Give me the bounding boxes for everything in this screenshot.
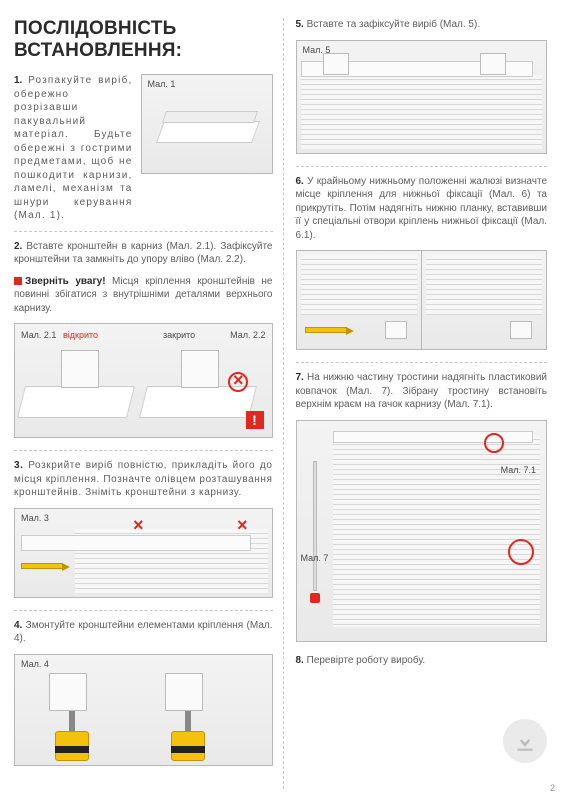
step-1-text: Розпакуйте виріб, обережно розрізавши па… (14, 75, 133, 221)
step-8-num: 8. (296, 655, 304, 666)
figure-3: Мал. 3 × × (14, 508, 273, 598)
figure-4-label: Мал. 4 (21, 659, 49, 669)
step-5-num: 5. (296, 19, 304, 30)
x-mark-icon: × (233, 370, 244, 391)
warning-label: Зверніть увагу! (25, 276, 106, 287)
figure-2-2-label: Мал. 2.2 (230, 330, 265, 340)
step-7: 7. На нижню частину тростини надягніть п… (296, 371, 548, 412)
step-2: 2. Вставте кронштейн в карниз (Мал. 2.1)… (14, 240, 273, 267)
step-7-num: 7. (296, 372, 304, 383)
step-4-num: 4. (14, 620, 22, 631)
step-3: 3. Розкрийте виріб повністю, прикладіть … (14, 459, 273, 500)
figure-5: Мал. 5 (296, 40, 548, 154)
figure-7: Мал. 7 Мал. 7.1 (296, 420, 548, 642)
page-title: ПОСЛІДОВНІСТЬ ВСТАНОВЛЕННЯ: (14, 18, 273, 62)
step-3-num: 3. (14, 460, 24, 471)
divider (296, 362, 548, 363)
step-7-text: На нижню частину тростини надягніть плас… (296, 372, 548, 410)
page-number: 2 (550, 783, 555, 793)
step-3-text: Розкрийте виріб повністю, прикладіть йог… (14, 460, 273, 498)
step-4-text: Змонтуйте кронштейни елементами кріпленн… (14, 620, 273, 645)
x-mark-icon: × (133, 515, 144, 536)
divider (296, 166, 548, 167)
step-2-warning: Зверніть увагу! Місця кріплення кронштей… (14, 275, 273, 316)
step-5-text: Вставте та зафіксуйте виріб (Мал. 5). (307, 19, 480, 30)
step-5: 5. Вставте та зафіксуйте виріб (Мал. 5). (296, 18, 548, 32)
figure-1-label: Мал. 1 (148, 79, 176, 89)
step-1-num: 1. (14, 75, 22, 86)
step-8-text: Перевірте роботу виробу. (307, 655, 426, 666)
figure-4: Мал. 4 (14, 654, 273, 766)
divider (14, 450, 273, 451)
figure-7-1-label: Мал. 7.1 (501, 465, 536, 475)
step-4: 4. Змонтуйте кронштейни елементами кріпл… (14, 619, 273, 646)
divider (14, 231, 273, 232)
alert-icon: ! (246, 411, 264, 429)
step-8: 8. Перевірте роботу виробу. (296, 654, 548, 668)
divider (14, 610, 273, 611)
x-mark-icon: × (237, 515, 248, 536)
figure-2: Мал. 2.1 відкрито закрито Мал. 2.2 × ! (14, 323, 273, 438)
figure-2-1-label: Мал. 2.1 (21, 330, 56, 340)
step-6-num: 6. (296, 176, 304, 187)
step-6: 6. У крайньому нижньому положенні жалюзі… (296, 175, 548, 243)
step-6-text: У крайньому нижньому положенні жалюзі ви… (296, 176, 548, 241)
figure-2-closed-label: закрито (163, 330, 195, 340)
warning-icon (14, 277, 22, 285)
figure-3-label: Мал. 3 (21, 513, 49, 523)
figure-1: Мал. 1 (141, 74, 273, 174)
figure-7-label: Мал. 7 (301, 553, 329, 563)
figure-2-open-label: відкрито (63, 330, 98, 340)
figure-6: Мал. 6 Мал. 6.1 (296, 250, 548, 350)
step-1: 1. Розпакуйте виріб, обережно розрізавши… (14, 74, 273, 223)
download-icon[interactable] (503, 719, 547, 763)
step-2-num: 2. (14, 241, 22, 252)
step-2-text: Вставте кронштейн в карниз (Мал. 2.1). З… (14, 241, 273, 266)
